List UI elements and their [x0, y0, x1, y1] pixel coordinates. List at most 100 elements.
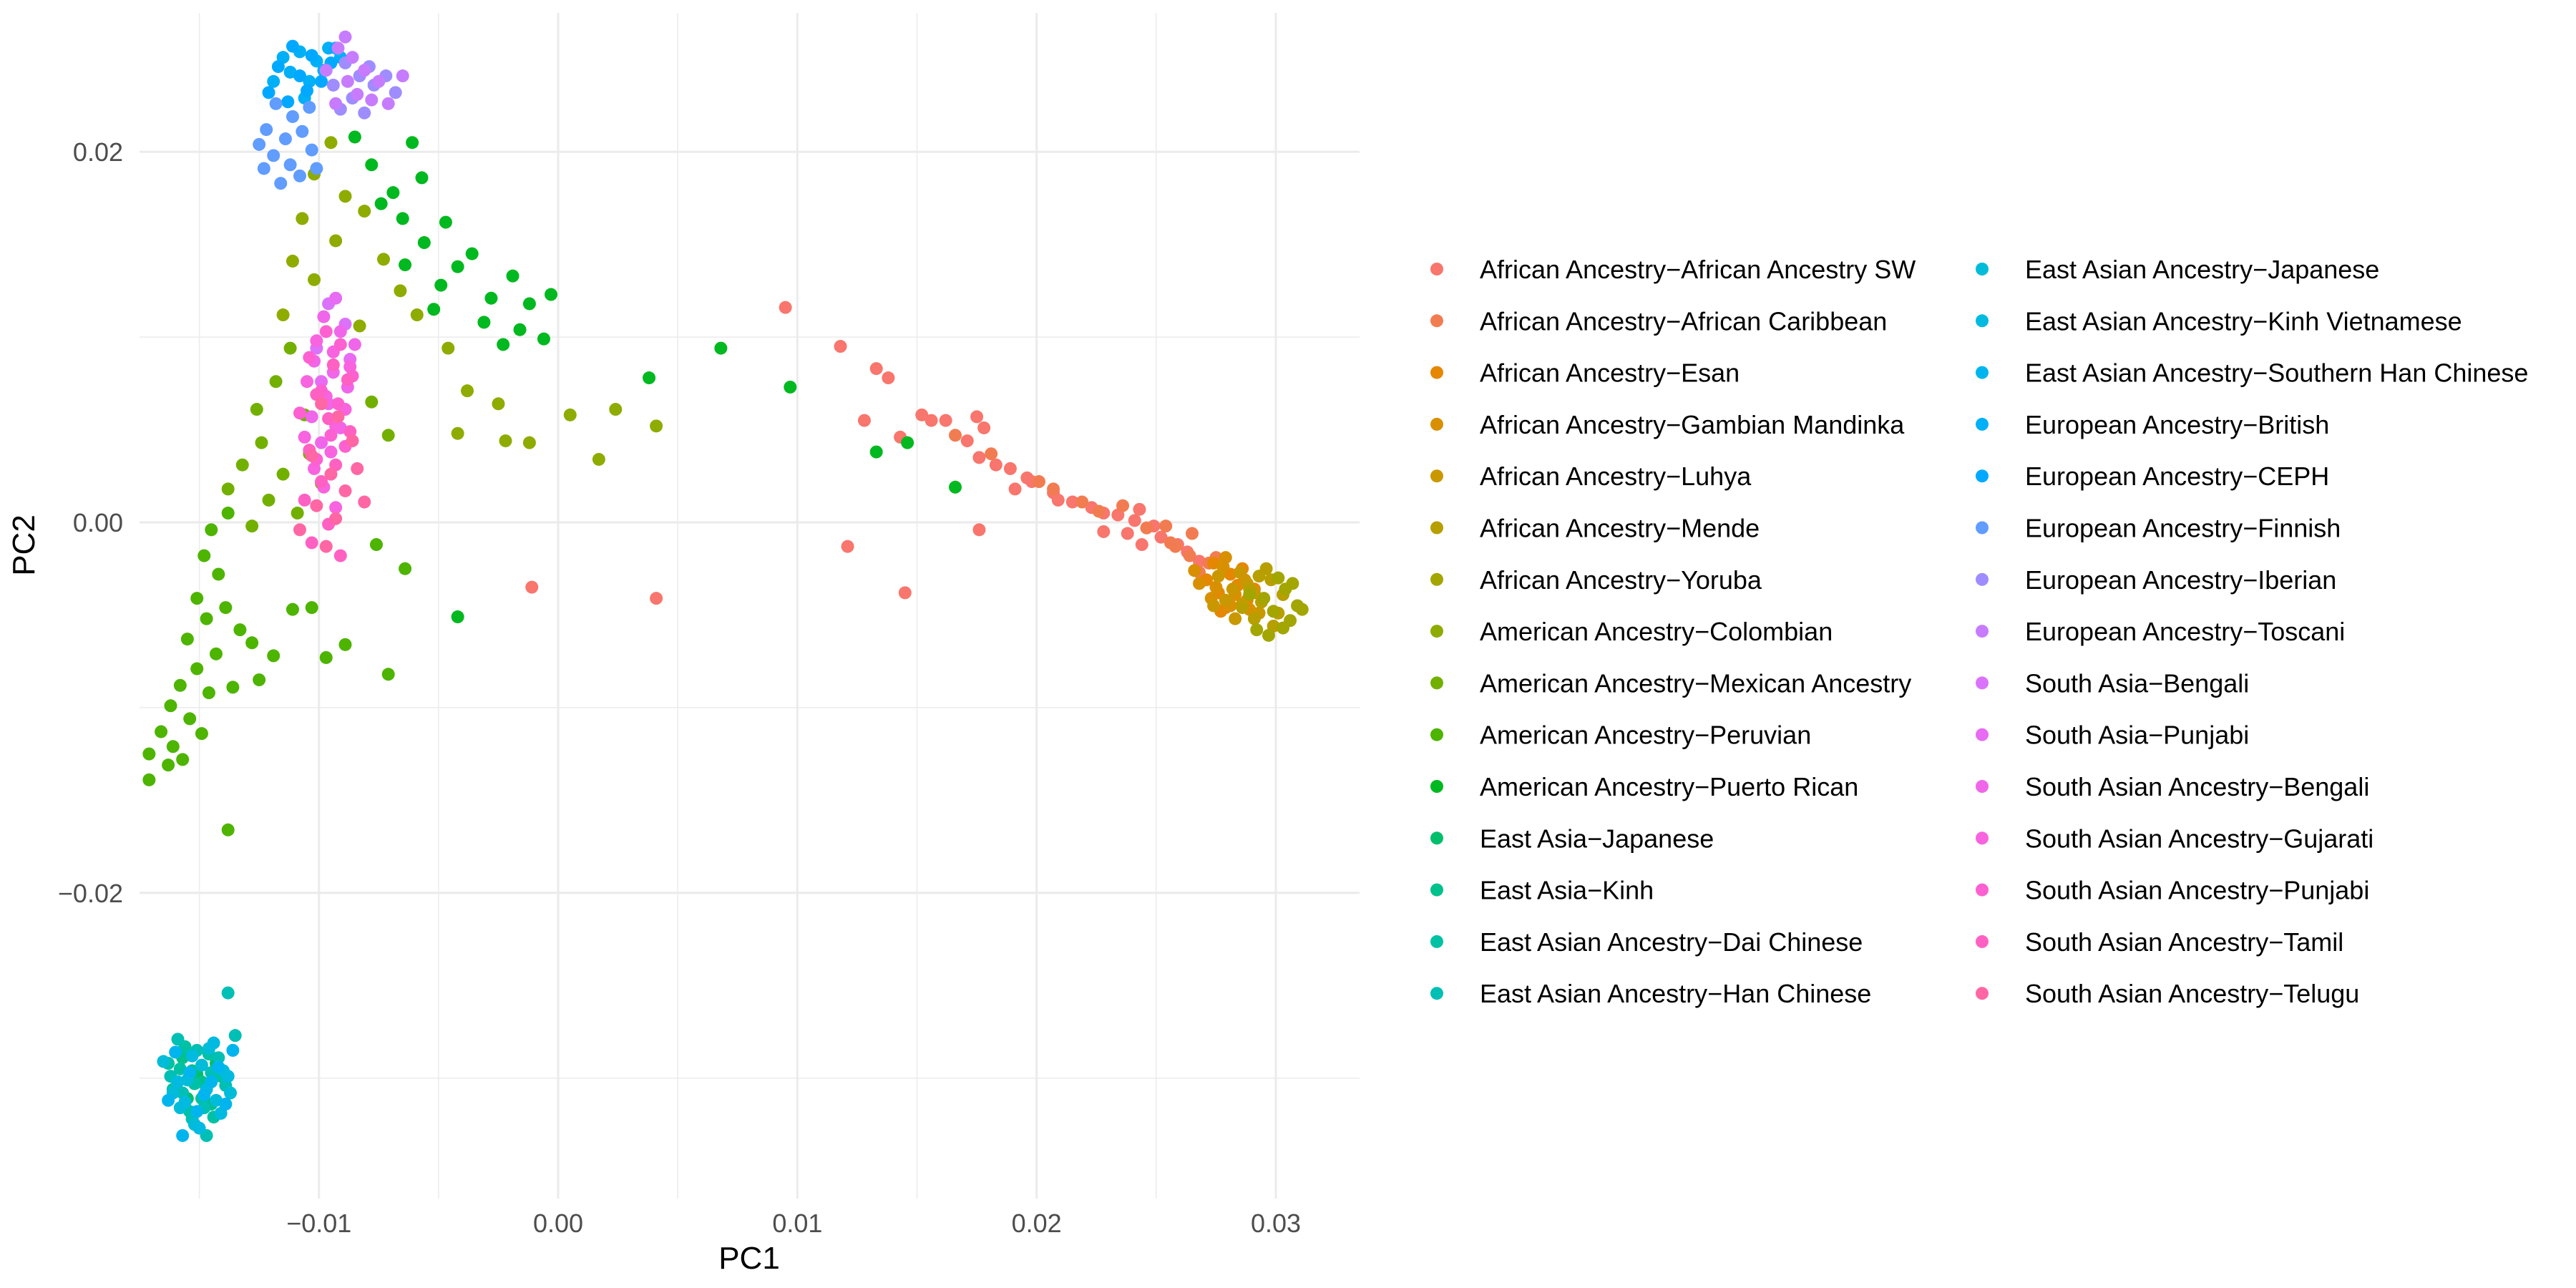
data-point [522, 436, 536, 449]
legend-swatch [1976, 521, 1989, 535]
x-axis-title: PC1 [718, 1241, 780, 1276]
data-point [338, 484, 352, 497]
legend-swatch [1976, 314, 1989, 328]
data-point [415, 171, 429, 185]
data-point [310, 334, 323, 348]
data-point [1272, 571, 1285, 585]
data-point [171, 1075, 185, 1088]
data-point [267, 74, 280, 88]
data-point [298, 430, 311, 444]
legend-label: South Asian Ancestry−Gujarati [2025, 824, 2373, 853]
data-point [1065, 495, 1079, 509]
data-point [989, 458, 1002, 472]
data-point [857, 414, 871, 427]
data-point [901, 436, 914, 449]
data-point [293, 69, 306, 83]
x-tick-label: 0.03 [1251, 1209, 1301, 1238]
legend-swatch [1976, 883, 1989, 897]
data-point [228, 1029, 242, 1043]
data-point [319, 540, 333, 553]
legend-label: African Ancestry−African Ancestry SW [1480, 255, 1916, 284]
data-point [221, 507, 235, 520]
data-point [1128, 514, 1141, 527]
legend-label: African Ancestry−Luhya [1480, 462, 1752, 491]
data-point [1233, 565, 1246, 579]
data-point [164, 699, 177, 713]
data-point [358, 106, 371, 119]
legend-label: East Asian Ancestry−Southern Han Chinese [2025, 358, 2528, 388]
data-point [1226, 582, 1239, 596]
y-tick-label: −0.02 [58, 879, 123, 908]
data-point [176, 1128, 190, 1142]
data-point [319, 325, 333, 338]
data-point [162, 758, 175, 772]
y-axis-title: PC2 [6, 514, 42, 576]
data-point [221, 1070, 235, 1083]
data-point [358, 205, 371, 218]
data-point [286, 602, 299, 616]
data-point [197, 549, 211, 562]
data-point [267, 149, 280, 162]
data-point [1135, 538, 1148, 552]
data-point [779, 301, 792, 314]
data-point [205, 1075, 218, 1088]
legend-item: African Ancestry−Luhya [1430, 462, 1752, 491]
legend-label: East Asian Ancestry−Han Chinese [1480, 979, 1871, 1008]
series-25 [305, 310, 361, 449]
data-point [841, 540, 854, 553]
legend-label: South Asian Ancestry−Tamil [2025, 927, 2343, 957]
y-tick-label: 0.02 [73, 137, 123, 167]
data-point [245, 519, 259, 533]
legend-swatch [1976, 572, 1989, 586]
data-point [346, 434, 359, 448]
data-point [714, 341, 728, 355]
data-point [338, 190, 352, 203]
data-point [441, 341, 455, 355]
data-point [319, 64, 333, 77]
data-point [545, 288, 558, 301]
series-6 [1243, 571, 1309, 642]
legend-swatch [1430, 625, 1443, 638]
data-point [303, 101, 316, 114]
axes: −0.01 0.00 0.01 0.02 0.03 −0.020.000.02 PC1 … [6, 137, 1301, 1276]
data-point [322, 412, 336, 426]
data-point [310, 162, 323, 175]
data-point [155, 725, 168, 738]
data-point [315, 397, 328, 411]
data-point [257, 162, 270, 175]
data-point [235, 458, 249, 472]
data-point [643, 371, 656, 385]
series-10 [348, 130, 962, 624]
y-tick-labels: −0.02 0.00 0.02 [58, 137, 123, 908]
series-29 [293, 397, 371, 553]
data-point [1247, 612, 1261, 625]
data-point [348, 338, 361, 351]
legend-swatch [1976, 780, 1989, 793]
data-point [262, 86, 275, 99]
series-22 [319, 30, 409, 110]
data-point [1116, 499, 1130, 512]
legend-swatch [1976, 263, 1989, 275]
legend-swatch [1430, 469, 1443, 483]
legend-label: European Ancestry−Toscani [2025, 617, 2345, 646]
data-point [305, 449, 318, 462]
data-point [394, 284, 407, 298]
data-point [317, 310, 331, 323]
data-point [190, 1105, 204, 1118]
data-point [338, 30, 352, 44]
data-point [183, 1065, 197, 1079]
legend-item: South Asian Ancestry−Bengali [1976, 772, 2369, 801]
legend-label: European Ancestry−British [2025, 410, 2329, 439]
data-point [650, 419, 663, 433]
data-point [283, 158, 297, 172]
y-tick-label: 0.00 [73, 508, 123, 537]
data-point [305, 143, 318, 157]
data-point [1277, 621, 1290, 635]
legend-item: African Ancestry−Gambian Mandinka [1430, 410, 1905, 439]
data-point [219, 601, 233, 615]
data-point [171, 1033, 185, 1046]
data-point [333, 549, 347, 562]
data-point [185, 1049, 199, 1063]
data-points [142, 30, 1309, 1142]
legend-item: East Asian Ancestry−Japanese [1976, 255, 2379, 284]
